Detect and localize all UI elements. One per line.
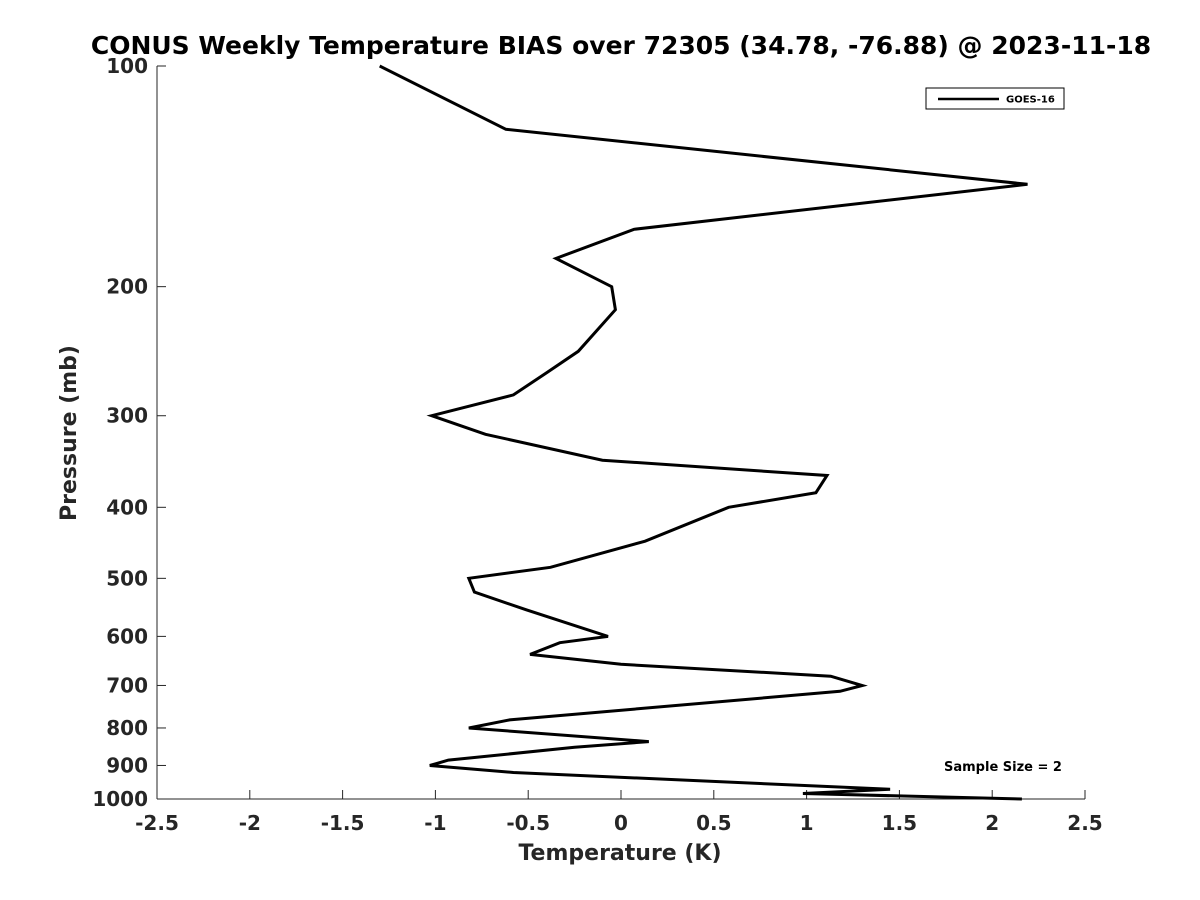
- y-tick-label: 300: [106, 404, 148, 428]
- x-tick-label: 0.5: [696, 811, 731, 835]
- series-layer: [379, 64, 1028, 801]
- y-tick-label: 200: [106, 275, 148, 299]
- legend-label: GOES-16: [1006, 95, 1055, 106]
- x-axis-label: Temperature (K): [518, 841, 721, 866]
- sample-size-annotation: Sample Size = 2: [944, 760, 1062, 775]
- y-axis-label: Pressure (mb): [57, 345, 82, 521]
- y-tick-label: 600: [106, 624, 148, 648]
- chart-title: CONUS Weekly Temperature BIAS over 72305…: [91, 31, 1151, 60]
- y-tick-label: 500: [106, 566, 148, 590]
- series-line-goes-16: [379, 64, 1028, 801]
- x-tick-label: 2.5: [1067, 811, 1102, 835]
- y-axis-ticks: 100 200 300 400 500 600 700 800 900 1000: [92, 54, 166, 811]
- y-tick-label: 100: [106, 54, 148, 78]
- x-tick-label: -0.5: [506, 811, 550, 835]
- x-axis-ticks: -2.5 -2 -1.5 -1 -0.5 0 0.5 1 1.5 2 2.5: [135, 790, 1103, 835]
- x-tick-label: -2: [239, 811, 261, 835]
- x-tick-label: -2.5: [135, 811, 179, 835]
- x-tick-label: -1: [424, 811, 446, 835]
- y-tick-label: 1000: [92, 787, 148, 811]
- x-tick-label: 1: [800, 811, 814, 835]
- y-tick-label: 900: [106, 753, 148, 777]
- y-tick-label: 800: [106, 716, 148, 740]
- x-tick-label: -1.5: [321, 811, 365, 835]
- x-tick-label: 2: [985, 811, 999, 835]
- y-tick-label: 400: [106, 495, 148, 519]
- x-tick-label: 0: [614, 811, 628, 835]
- legend: GOES-16: [925, 87, 1065, 110]
- x-tick-label: 1.5: [882, 811, 917, 835]
- y-tick-label: 700: [106, 673, 148, 697]
